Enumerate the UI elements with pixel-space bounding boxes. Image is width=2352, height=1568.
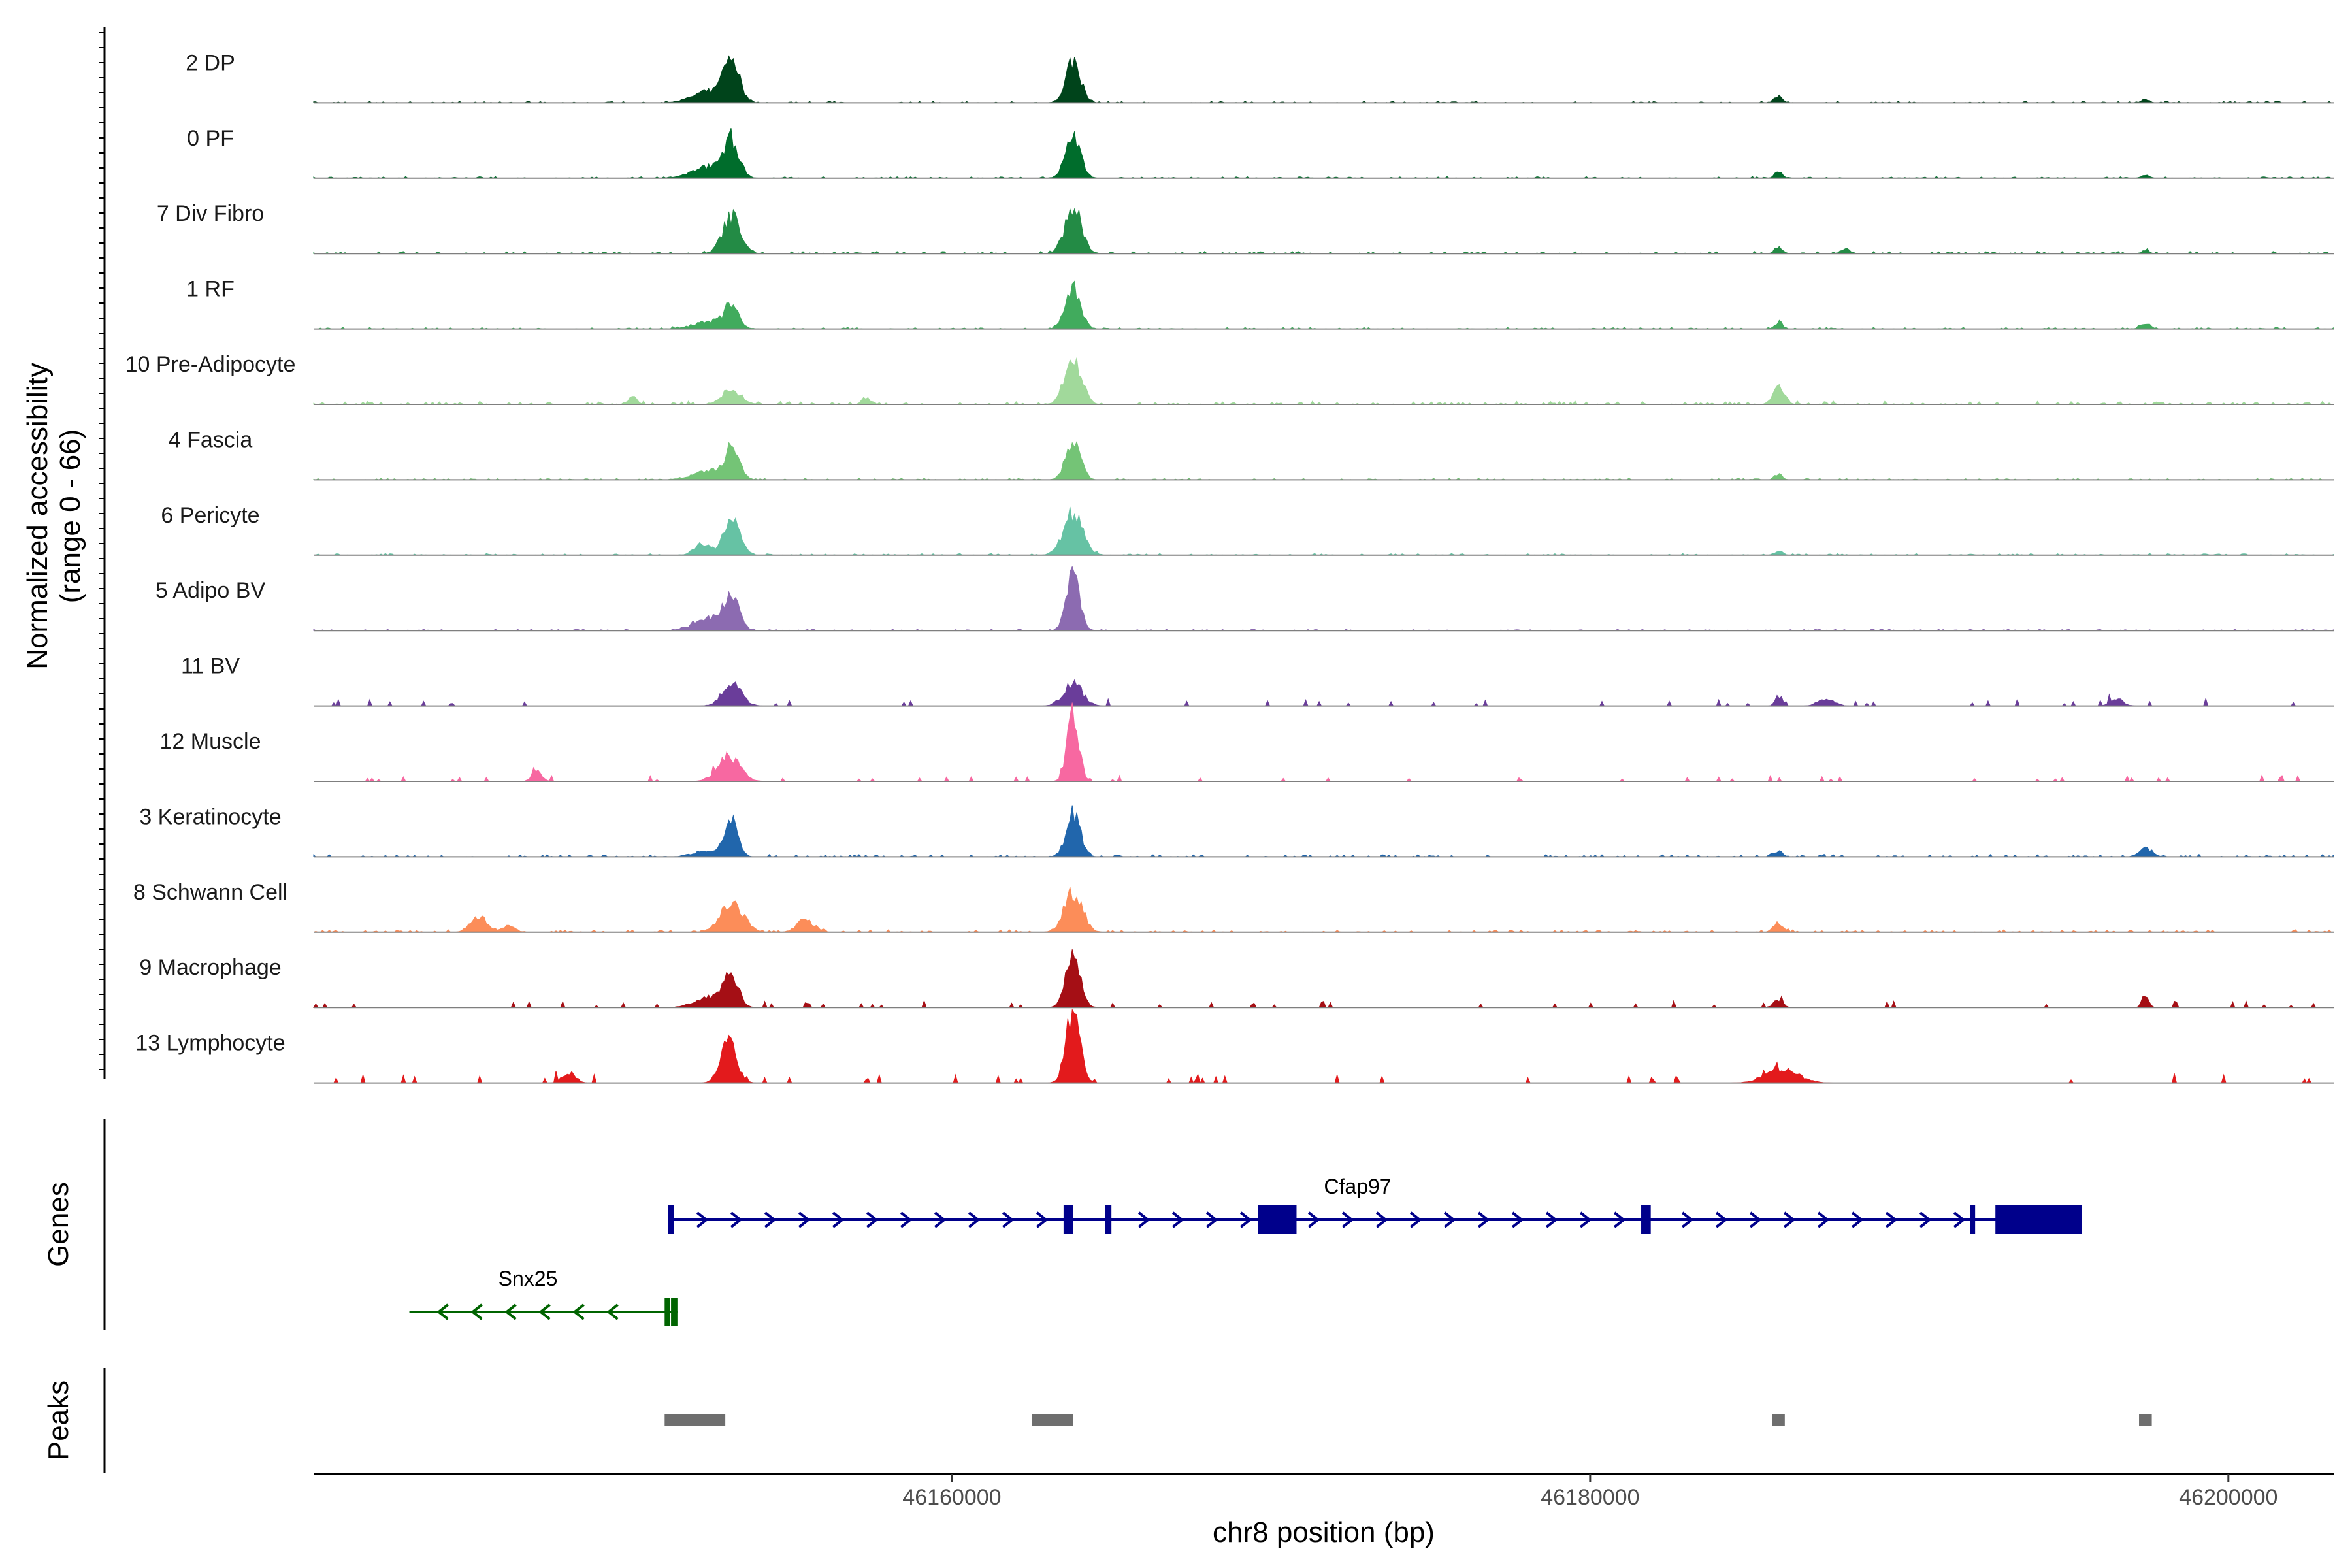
strand-chevron bbox=[696, 1211, 709, 1228]
gene-exon bbox=[1258, 1205, 1297, 1234]
strand-chevron bbox=[1851, 1211, 1864, 1228]
track-label: 13 Lymphocyte bbox=[135, 1031, 285, 1056]
coverage-track-area bbox=[313, 440, 2334, 480]
strand-chevron bbox=[1953, 1211, 1966, 1228]
coverage-track-area bbox=[313, 208, 2334, 254]
peak-regions bbox=[664, 1414, 2152, 1426]
coverage-track-area bbox=[313, 506, 2334, 556]
gene-exon bbox=[1105, 1205, 1112, 1234]
track-label: 2 DP bbox=[186, 50, 235, 75]
strand-chevron bbox=[968, 1211, 981, 1228]
strand-chevron bbox=[1511, 1211, 1524, 1228]
gene-exon bbox=[1995, 1205, 2082, 1234]
strand-chevron bbox=[730, 1211, 743, 1228]
track-label: 6 Pericyte bbox=[161, 503, 259, 528]
strand-chevron bbox=[1885, 1211, 1898, 1228]
strand-chevron bbox=[1307, 1211, 1320, 1228]
strand-chevron bbox=[1477, 1211, 1490, 1228]
gene-exon bbox=[668, 1205, 674, 1234]
strand-chevron bbox=[1205, 1211, 1218, 1228]
strand-chevron bbox=[1341, 1211, 1354, 1228]
strand-chevron bbox=[1681, 1211, 1694, 1228]
x-axis-ticks: 46160000 46180000 46200000 bbox=[902, 1474, 2278, 1510]
gene-exon bbox=[671, 1298, 678, 1326]
strand-chevron bbox=[900, 1211, 913, 1228]
track-label: 5 Adipo BV bbox=[155, 578, 266, 603]
strand-chevron bbox=[1002, 1211, 1015, 1228]
coverage-tracks: 2 DP 0 PF 7 Div Fibro 1 RF 10 Pre-Adipocyte 4… bbox=[125, 50, 2334, 1085]
coverage-track-area bbox=[313, 357, 2334, 405]
track-label: 9 Macrophage bbox=[139, 955, 281, 980]
track-label: 0 PF bbox=[187, 126, 234, 151]
x-axis-title: chr8 position (bp) bbox=[1213, 1516, 1435, 1548]
strand-chevron bbox=[1919, 1211, 1932, 1228]
coverage-track-area bbox=[313, 55, 2334, 103]
strand-chevron bbox=[1239, 1211, 1252, 1228]
coverage-track-area bbox=[313, 566, 2334, 631]
track-label: 4 Fascia bbox=[169, 427, 253, 452]
strand-chevron bbox=[832, 1211, 845, 1228]
strand-chevron bbox=[572, 1303, 585, 1320]
track-label: 7 Div Fibro bbox=[157, 201, 264, 226]
y-axis-title-line2: (range 0 - 66) bbox=[54, 429, 86, 604]
coverage-track-area bbox=[313, 887, 2334, 933]
track-label: 8 Schwann Cell bbox=[133, 880, 287, 905]
strand-chevron bbox=[866, 1211, 879, 1228]
gene-exon bbox=[1063, 1205, 1073, 1234]
coverage-track-area bbox=[314, 1008, 2334, 1085]
peak-region bbox=[1032, 1414, 1073, 1426]
gene-exon bbox=[1970, 1205, 1976, 1234]
strand-chevron bbox=[1409, 1211, 1422, 1228]
track-label: 10 Pre-Adipocyte bbox=[125, 352, 296, 377]
peak-region bbox=[664, 1414, 726, 1426]
strand-chevron bbox=[1783, 1211, 1796, 1228]
genes-track-label: Genes bbox=[42, 1182, 74, 1267]
track-label: 11 BV bbox=[181, 654, 240, 679]
coverage-y-axis bbox=[99, 27, 106, 1079]
x-tick-label: 46160000 bbox=[902, 1485, 1001, 1510]
coverage-track-area bbox=[314, 280, 2334, 330]
strand-chevron bbox=[1443, 1211, 1456, 1228]
strand-chevron bbox=[1137, 1211, 1151, 1228]
gene-exon bbox=[1641, 1205, 1651, 1234]
strand-chevron bbox=[1579, 1211, 1592, 1228]
strand-chevron bbox=[436, 1303, 449, 1320]
strand-chevron bbox=[470, 1303, 483, 1320]
strand-chevron bbox=[504, 1303, 517, 1320]
peaks-track-label: Peaks bbox=[42, 1380, 74, 1460]
peak-region bbox=[1772, 1414, 1785, 1426]
strand-chevron bbox=[1375, 1211, 1388, 1228]
gene-label: Cfap97 bbox=[1324, 1175, 1391, 1198]
y-axis-title-line1: Normalized accessibility bbox=[22, 363, 54, 669]
coverage-track-area bbox=[314, 679, 2334, 707]
strand-chevron bbox=[1817, 1211, 1830, 1228]
coverage-track-area bbox=[313, 128, 2334, 179]
strand-chevron bbox=[1613, 1211, 1626, 1228]
gene-exon bbox=[664, 1298, 670, 1326]
track-label: 3 Keratinocyte bbox=[139, 804, 281, 829]
x-tick-label: 46200000 bbox=[2179, 1485, 2278, 1510]
strand-chevron bbox=[934, 1211, 947, 1228]
coverage-track-area bbox=[313, 949, 2334, 1008]
strand-chevron bbox=[538, 1303, 551, 1320]
strand-chevron bbox=[798, 1211, 811, 1228]
coverage-track-area bbox=[313, 805, 2334, 858]
peak-region bbox=[2139, 1414, 2152, 1426]
strand-chevron bbox=[1171, 1211, 1184, 1228]
x-tick-label: 46180000 bbox=[1541, 1485, 1639, 1510]
track-label: 12 Muscle bbox=[160, 729, 261, 754]
strand-chevron bbox=[1036, 1211, 1049, 1228]
strand-chevron bbox=[1715, 1211, 1728, 1228]
strand-chevron bbox=[606, 1303, 619, 1320]
track-label: 1 RF bbox=[186, 277, 235, 302]
strand-chevron bbox=[1545, 1211, 1558, 1228]
gene-label: Snx25 bbox=[498, 1267, 558, 1290]
strand-chevron bbox=[1749, 1211, 1762, 1228]
gene-annotations: Cfap97 Snx25 bbox=[409, 1175, 2082, 1326]
coverage-track-area bbox=[314, 702, 2334, 783]
strand-chevron bbox=[764, 1211, 777, 1228]
